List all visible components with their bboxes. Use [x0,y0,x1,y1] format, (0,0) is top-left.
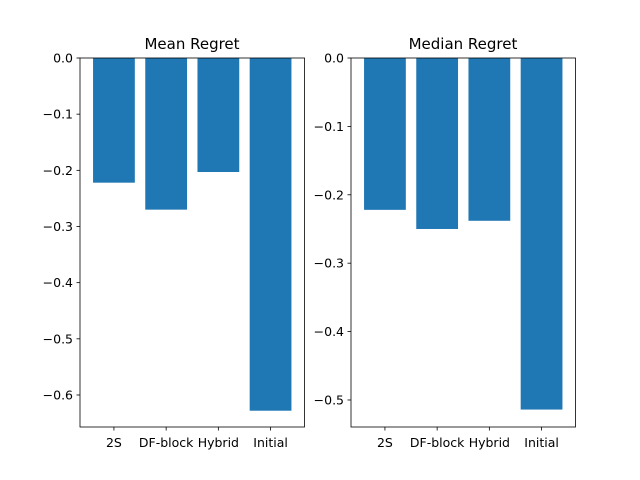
x-tick-label: Hybrid [198,435,239,450]
y-tick-label: −0.6 [43,387,73,402]
bar-initial [520,58,563,410]
bar-df-block [145,58,188,210]
mean-regret-chart: Mean Regret 0.0−0.1−0.2−0.3−0.4−0.5−0.6 … [43,35,305,450]
bar-group [364,58,563,410]
y-tick-label: −0.1 [314,119,344,134]
chart-title: Mean Regret [144,35,239,53]
y-tick-label: 0.0 [53,51,73,66]
y-tick-label: −0.1 [43,107,73,122]
y-tick-label: −0.5 [43,331,73,346]
x-tick-label: Initial [253,435,288,450]
bar-hybrid [468,58,511,221]
y-tick-label: −0.2 [314,187,344,202]
y-tick-label: −0.3 [314,256,344,271]
y-tick-label: 0.0 [324,51,344,66]
bar-initial [249,58,292,411]
x-axis-ticks: 2S DF-block Hybrid Initial [106,427,288,450]
x-tick-label: 2S [106,435,122,450]
y-axis-ticks: 0.0 −0.1 −0.2 −0.3 −0.4 −0.5 [314,51,351,407]
y-tick-label: −0.5 [314,392,344,407]
y-tick-label: −0.3 [43,219,73,234]
x-tick-label: 2S [377,435,393,450]
chart-title: Median Regret [409,35,518,53]
bar-2s [93,58,135,183]
x-tick-label: DF-block [410,435,465,450]
axes-frame [79,57,305,428]
x-tick-label: Initial [524,435,559,450]
y-tick-label: −0.4 [43,275,73,290]
bar-group [93,58,292,411]
x-axis-ticks: 2S DF-block Hybrid Initial [377,427,559,450]
bar-2s [364,58,406,210]
axes-frame [350,57,576,428]
y-tick-label: −0.4 [314,324,344,339]
y-tick-label: −0.2 [43,163,73,178]
bar-df-block [416,58,459,229]
bar-hybrid [197,58,240,173]
y-axis-ticks: 0.0 −0.1 −0.2 −0.3 −0.4 −0.5 −0.6 [43,51,80,402]
x-tick-label: Hybrid [469,435,510,450]
x-tick-label: DF-block [139,435,194,450]
median-regret-chart: Median Regret 0.0 −0.1 −0.2 −0.3 −0.4 −0.5 2S… [314,35,576,450]
